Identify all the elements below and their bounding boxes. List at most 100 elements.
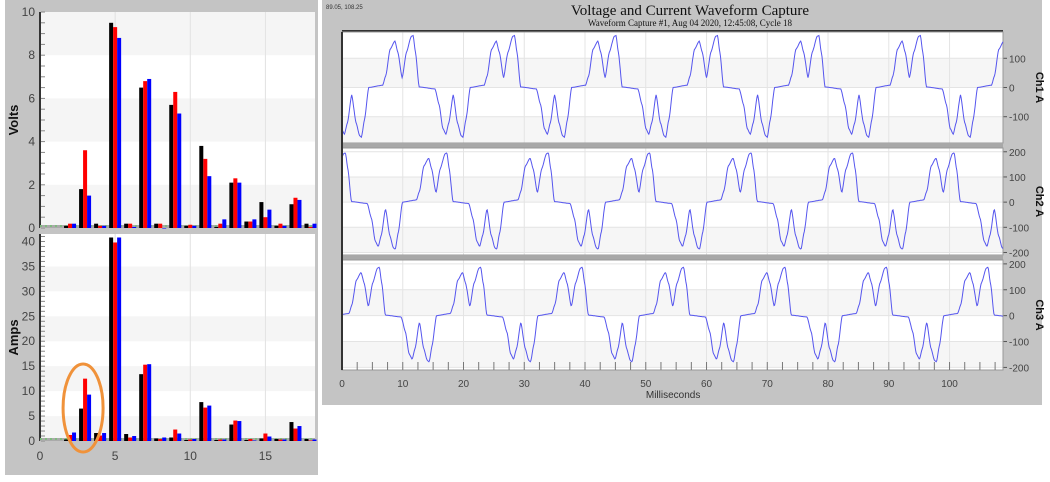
bar-h7-s2: [147, 78, 152, 229]
x-tick-label: 15: [259, 449, 273, 463]
bar-h17-s0: [289, 204, 294, 228]
bar-h3-s2: [87, 195, 92, 228]
x-tick-label: 80: [822, 379, 834, 390]
bar-h18-s2: [312, 439, 317, 441]
y-tick-label: 100: [1009, 54, 1026, 65]
bar-h9-s0: [169, 104, 174, 228]
bar-h12-s2: [222, 439, 227, 441]
bar-h11-s0: [199, 402, 204, 441]
y-tick-label: 5: [28, 409, 35, 423]
bar-h3-s0: [79, 189, 84, 228]
grid-band: [40, 316, 315, 342]
bar-h10-s0: [184, 225, 189, 228]
bar-h18-s0: [304, 439, 309, 441]
x-tick-label: 90: [883, 379, 895, 390]
x-tick-label: 30: [519, 379, 531, 390]
bar-h3-s2: [87, 394, 92, 441]
cursor-readout: 89.05, 108.25: [326, 5, 363, 11]
highlight-ellipse: [61, 362, 105, 454]
bar-h18-s0: [304, 223, 309, 228]
bar-h18-s1: [308, 440, 313, 442]
x-tick-label: 10: [184, 449, 198, 463]
bar-h14-s1: [248, 439, 253, 441]
bar-h8-s2: [162, 437, 167, 441]
bar-h17-s1: [293, 197, 298, 228]
panel-separator: [342, 255, 1003, 260]
bar-h18-s1: [308, 226, 313, 228]
y-tick-label: 10: [22, 5, 36, 19]
bar-h13-s2: [237, 421, 242, 441]
bar-h12-s0: [214, 226, 219, 228]
bar-h13-s1: [233, 178, 238, 228]
bar-h8-s2: [162, 228, 167, 229]
panel-separator: [342, 143, 1003, 148]
y-tick-label: 100: [1009, 286, 1026, 297]
bar-h5-s1: [113, 27, 118, 229]
bar-h16-s1: [278, 439, 283, 441]
x-tick-label: 0: [339, 379, 345, 390]
y-tick-label: 2: [28, 178, 35, 192]
bar-h15-s0: [259, 202, 264, 228]
grid-band: [342, 289, 1003, 316]
y-tick-label: 35: [22, 259, 36, 273]
bar-h18-s2: [312, 223, 317, 228]
bar-h10-s2: [192, 225, 197, 228]
bar-h16-s2: [282, 225, 287, 228]
bar-h9-s1: [173, 91, 178, 228]
waveform-ch3-a: [341, 266, 1004, 363]
bar-h4-s2: [102, 433, 107, 441]
bar-h5-s1: [113, 242, 118, 441]
bar-h16-s2: [282, 439, 287, 441]
bar-h7-s2: [147, 364, 152, 441]
bar-h14-s1: [248, 221, 253, 228]
bar-h12-s1: [218, 439, 223, 441]
bar-h17-s2: [297, 199, 302, 228]
bar-h11-s1: [203, 158, 208, 228]
bar-h6-s0: [124, 434, 129, 441]
bar-h8-s1: [158, 223, 163, 228]
channel-label: Ch2 A: [1033, 186, 1045, 217]
x-tick-label: 70: [762, 379, 774, 390]
bar-h16-s0: [274, 439, 279, 441]
bar-h13-s2: [237, 182, 242, 228]
bar-h13-s0: [229, 182, 234, 228]
y-tick-label: -200: [1009, 248, 1029, 259]
y-tick-label: 0: [1009, 312, 1015, 323]
bar-h6-s1: [128, 223, 133, 228]
y-tick-label: 0: [1009, 84, 1015, 95]
bar-h12-s2: [222, 219, 227, 228]
bar-h6-s2: [132, 436, 137, 441]
x-axis-label: Milliseconds: [646, 390, 700, 401]
bar-h9-s2: [177, 433, 182, 441]
bar-h12-s0: [214, 440, 219, 441]
bar-h4-s1: [98, 435, 103, 441]
grid-band: [40, 266, 315, 292]
chart-subtitle: Waveform Capture #1, Aug 04 2020, 12:45:…: [588, 18, 792, 28]
bar-h11-s2: [207, 176, 212, 228]
x-tick-label: 20: [458, 379, 470, 390]
bar-h15-s1: [263, 217, 268, 228]
x-tick-label: 50: [640, 379, 652, 390]
bar-h4-s0: [94, 223, 99, 228]
bar-h14-s0: [244, 221, 249, 228]
chart-title: Voltage and Current Waveform Capture: [571, 3, 810, 19]
bar-h2-s0: [64, 225, 69, 228]
y-tick-label: 200: [1009, 260, 1026, 271]
bar-h14-s2: [252, 440, 257, 442]
bar-h10-s1: [188, 224, 193, 228]
waveform-ch2-a: [341, 152, 1004, 250]
y-tick-label: 15: [22, 359, 36, 373]
y-tick-label: 0: [28, 221, 35, 235]
bar-h10-s1: [188, 439, 193, 441]
bar-h7-s1: [143, 364, 148, 441]
bar-h2-s1: [68, 223, 73, 228]
bar-h11-s0: [199, 145, 204, 228]
bar-h3-s1: [83, 378, 88, 441]
y-tick-label: 8: [28, 48, 35, 62]
x-tick-label: 100: [941, 379, 958, 390]
x-tick-label: 40: [579, 379, 591, 390]
bar-h4-s1: [98, 225, 103, 228]
bar-h7-s0: [139, 374, 144, 441]
bar-h16-s1: [278, 223, 283, 228]
y-axis-label: Volts: [6, 105, 21, 136]
